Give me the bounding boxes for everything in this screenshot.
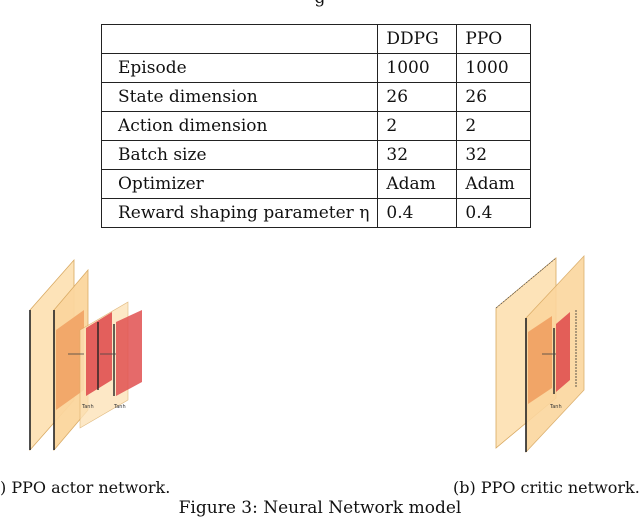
table-cell: State dimension (100, 82, 379, 112)
cut-off-heading: g (0, 0, 640, 8)
critic-tanh-block (556, 312, 570, 392)
table-header-cell (100, 24, 379, 54)
critic-tanh-label: Tanh (549, 404, 562, 410)
actor-tanh-label-1: Tanh (81, 404, 94, 410)
table-cell: Action dimension (100, 111, 379, 141)
table-header-cell: DDPG (377, 24, 458, 54)
table-cell: 1000 (377, 53, 458, 83)
table-cell: Adam (456, 169, 532, 199)
hyperparameter-table: DDPG PPO Episode 1000 1000 State dimensi… (100, 24, 532, 228)
actor-network-diagram: Tanh Tanh (29, 258, 142, 452)
table-row: Batch size 32 32 (100, 140, 532, 170)
table-cell: Batch size (100, 140, 379, 170)
table-cell: Reward shaping parameter η (100, 198, 379, 228)
critic-input-layer-edge (495, 257, 557, 309)
critic-network-diagram: Tanh (495, 254, 585, 454)
actor-tanh-block-2 (116, 310, 142, 396)
table-row: Reward shaping parameter η 0.4 0.4 (100, 198, 532, 228)
table-row: Action dimension 2 2 (100, 111, 532, 141)
table-cell: 2 (456, 111, 532, 141)
table-row: Episode 1000 1000 (100, 53, 532, 83)
actor-tanh-label-2: Tanh (113, 404, 126, 410)
table-cell: Episode (100, 53, 379, 83)
critic-caption: (b) PPO critic network. (453, 478, 640, 497)
table-header-cell: PPO (456, 24, 532, 54)
actor-tanh-block-1 (86, 312, 112, 396)
table-header-row: DDPG PPO (100, 24, 532, 54)
table-cell: 2 (377, 111, 458, 141)
table-cell: 26 (377, 82, 458, 112)
table-cell: Adam (377, 169, 458, 199)
actor-hidden-layer-1-core (56, 310, 84, 410)
actor-caption: ) PPO actor network. (0, 478, 171, 497)
table-row: Optimizer Adam Adam (100, 169, 532, 199)
critic-core-block (528, 316, 552, 404)
table-cell: 32 (456, 140, 532, 170)
table-cell: Optimizer (100, 169, 379, 199)
table-cell: 0.4 (377, 198, 458, 228)
table-cell: 0.4 (456, 198, 532, 228)
table-cell: 26 (456, 82, 532, 112)
table-row: State dimension 26 26 (100, 82, 532, 112)
table-cell: 1000 (456, 53, 532, 83)
figure-caption: Figure 3: Neural Network model (178, 498, 462, 518)
table-cell: 32 (377, 140, 458, 170)
